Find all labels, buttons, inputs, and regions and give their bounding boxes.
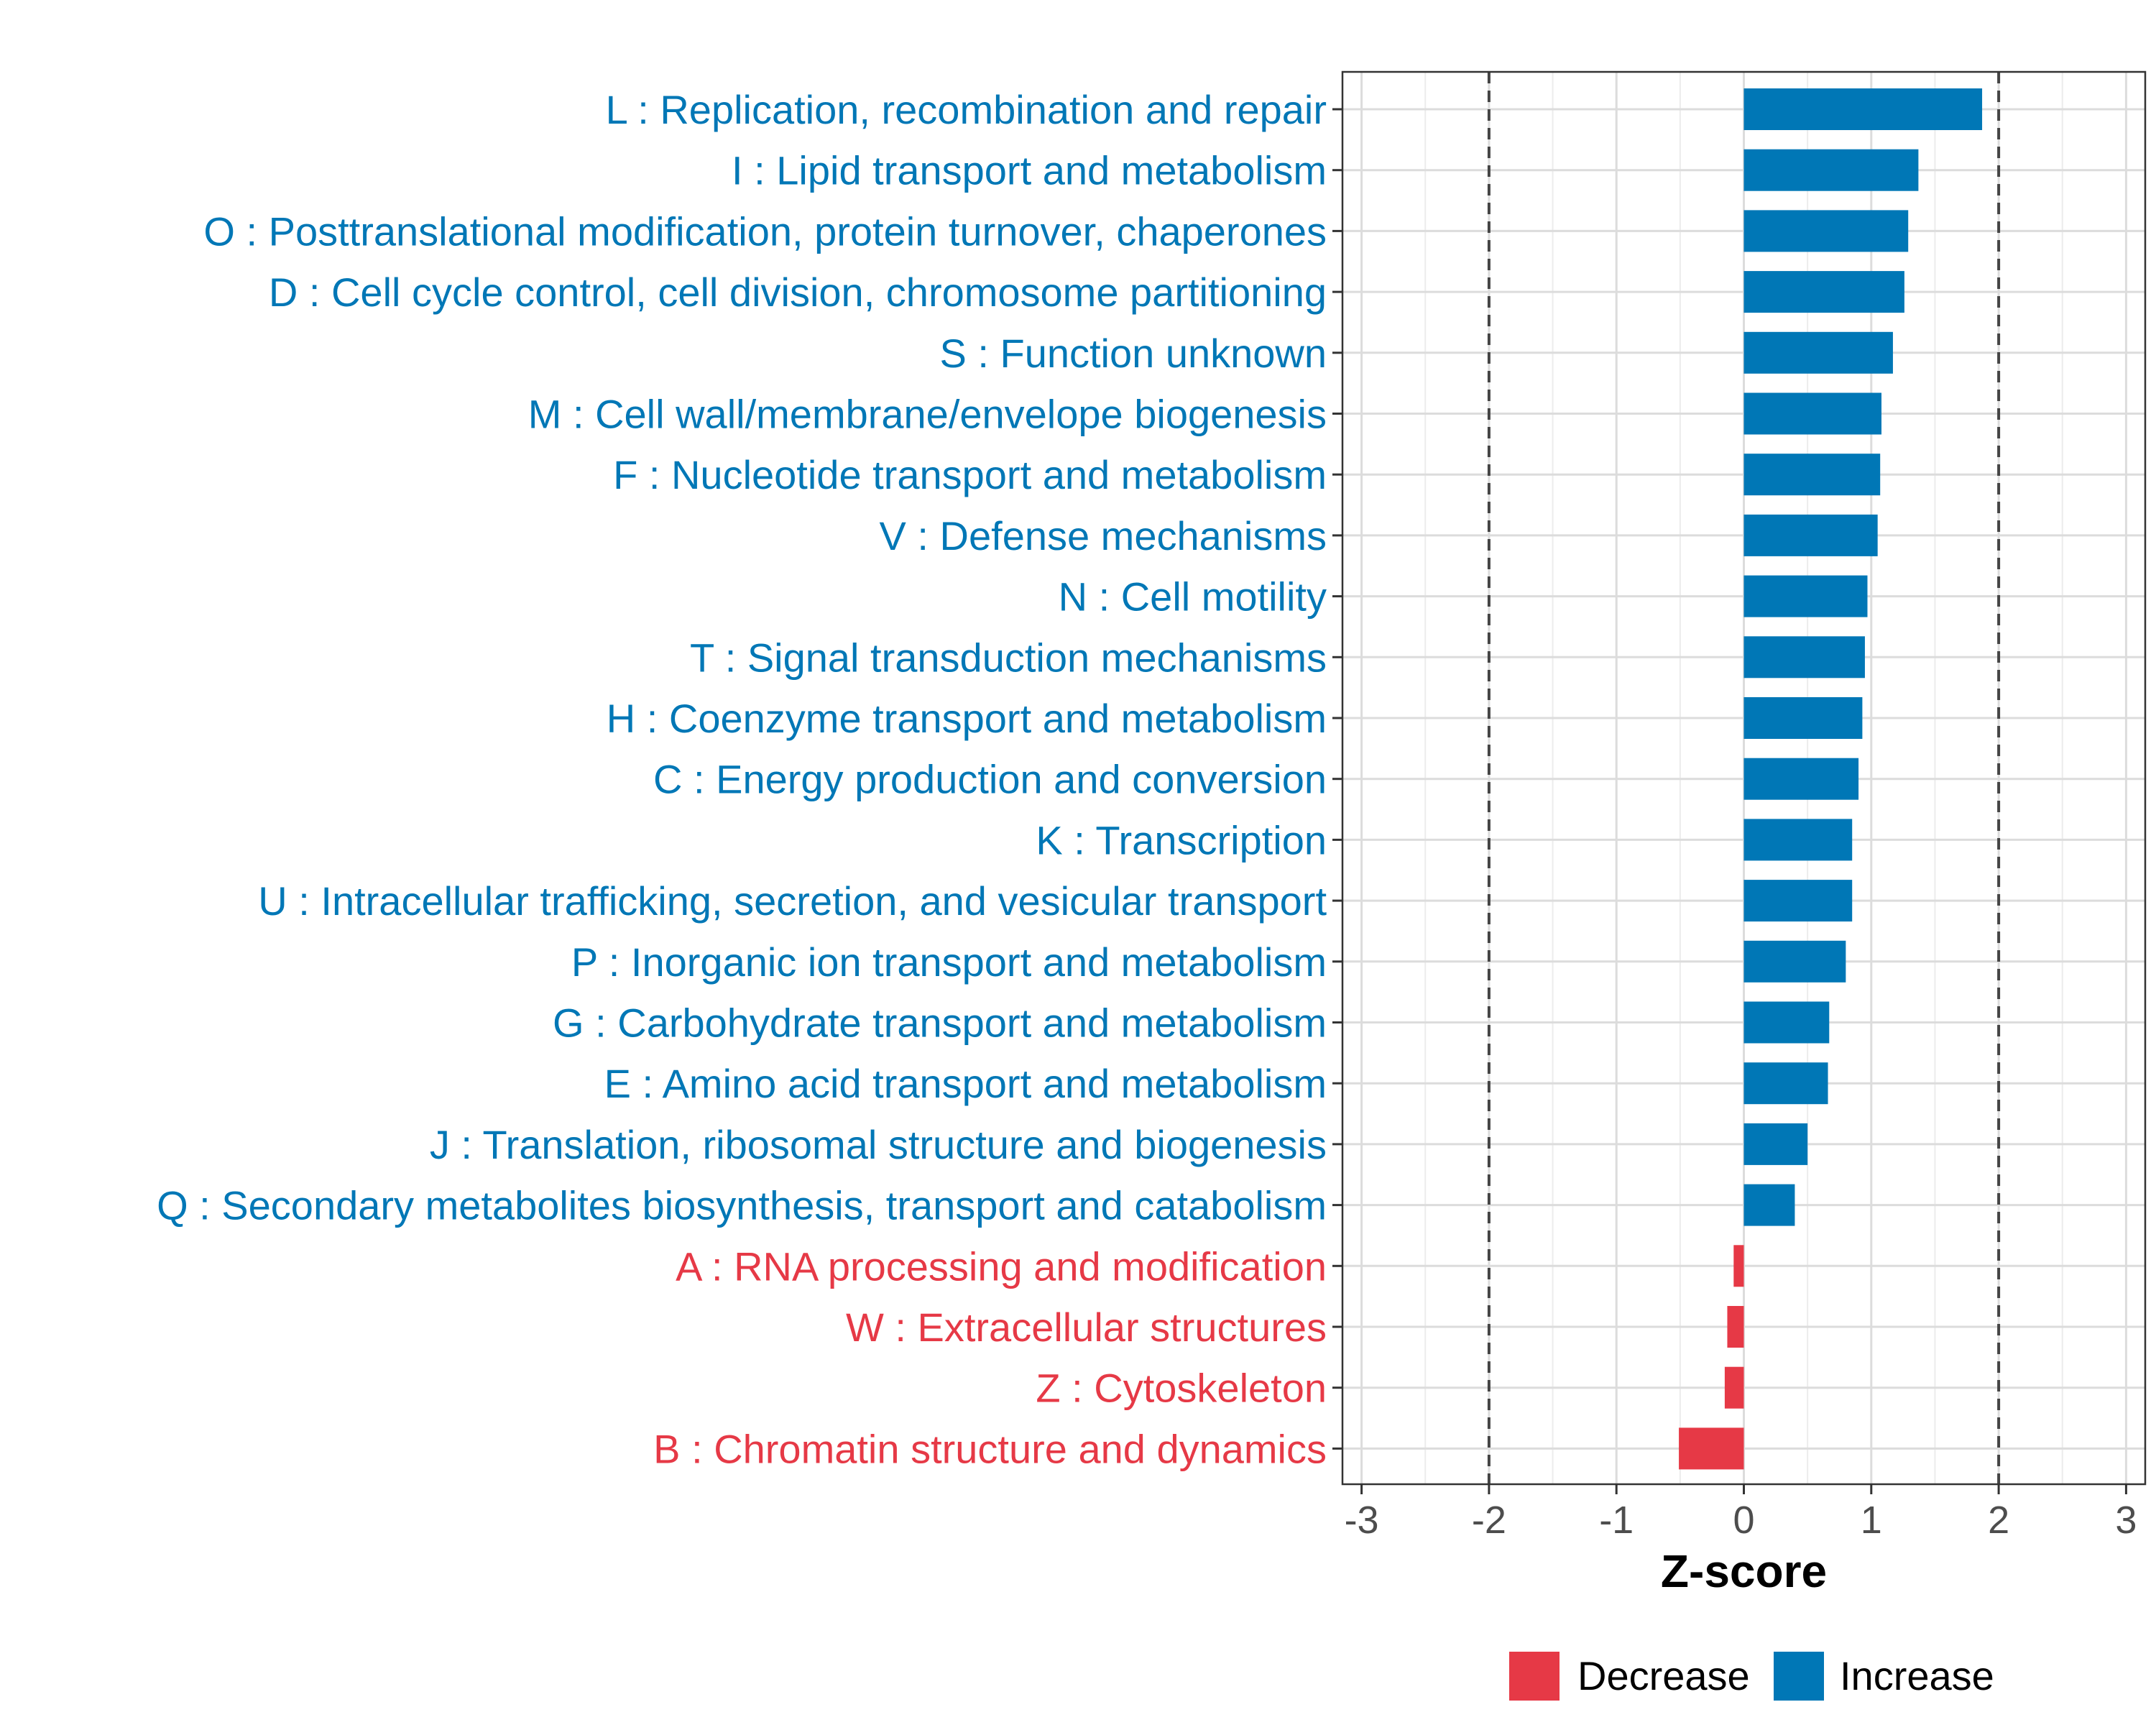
y-axis: L : Replication, recombination and repai… [157, 87, 1342, 1471]
category-label: G : Carbohydrate transport and metabolis… [553, 1000, 1327, 1046]
category-label: C : Energy production and conversion [653, 757, 1327, 802]
bar [1743, 880, 1853, 922]
bar [1743, 636, 1865, 678]
legend-label: Decrease [1577, 1653, 1750, 1698]
x-tick-label: 2 [1988, 1499, 2009, 1542]
bar [1743, 271, 1904, 313]
category-label: P : Inorganic ion transport and metaboli… [571, 939, 1327, 985]
threshold-lines [1487, 72, 2001, 1484]
bar [1743, 454, 1881, 496]
bar [1743, 88, 1983, 130]
legend-label: Increase [1840, 1653, 1994, 1698]
category-label: E : Amino acid transport and metabolism [604, 1061, 1327, 1106]
bar [1743, 210, 1909, 252]
bar [1743, 758, 1859, 800]
category-label: U : Intracellular trafficking, secretion… [258, 878, 1327, 924]
bar [1733, 1245, 1744, 1287]
x-tick-label: 0 [1733, 1499, 1754, 1542]
x-tick-label: 1 [1861, 1499, 1882, 1542]
category-label: L : Replication, recombination and repai… [606, 87, 1327, 132]
bar [1743, 819, 1853, 861]
legend-key [1774, 1652, 1824, 1701]
category-label: A : RNA processing and modification [676, 1243, 1327, 1289]
bar [1679, 1427, 1744, 1470]
x-axis: -3 -2 -1 0 1 2 3 [1345, 1484, 2137, 1542]
category-label: K : Transcription [1036, 817, 1327, 862]
category-label: S : Function unknown [939, 331, 1327, 376]
bar [1743, 331, 1893, 374]
category-label: I : Lipid transport and metabolism [732, 148, 1327, 193]
bar [1743, 1123, 1808, 1165]
bar [1743, 697, 1863, 739]
category-label: F : Nucleotide transport and metabolism [613, 452, 1327, 497]
category-label: J : Translation, ribosomal structure and… [430, 1122, 1327, 1167]
bar [1743, 149, 1919, 191]
bar [1743, 392, 1881, 435]
category-label: Z : Cytoskeleton [1036, 1366, 1327, 1411]
bar [1743, 575, 1868, 617]
x-tick-label: -2 [1472, 1499, 1506, 1542]
x-tick-label: -3 [1345, 1499, 1379, 1542]
x-tick-label: 3 [2115, 1499, 2137, 1542]
category-label: V : Defense mechanisms [880, 513, 1327, 558]
category-label: N : Cell motility [1059, 574, 1327, 620]
bar [1727, 1306, 1744, 1348]
category-label: T : Signal transduction mechanisms [690, 635, 1327, 680]
category-label: Q : Secondary metabolites biosynthesis, … [157, 1183, 1327, 1228]
bar [1743, 1001, 1830, 1044]
category-label: O : Posttranslational modification, prot… [203, 208, 1327, 254]
category-label: M : Cell wall/membrane/envelope biogenes… [528, 392, 1327, 437]
category-label: H : Coenzyme transport and metabolism [607, 696, 1327, 741]
bar [1724, 1366, 1744, 1409]
bar [1743, 1062, 1828, 1105]
legend-key [1509, 1652, 1560, 1701]
category-label: B : Chromatin structure and dynamics [653, 1426, 1327, 1471]
category-label: W : Extracellular structures [846, 1305, 1327, 1350]
category-label: D : Cell cycle control, cell division, c… [269, 270, 1327, 315]
legend: Decrease Increase [1509, 1652, 1994, 1701]
bar [1743, 1184, 1795, 1226]
x-tick-label: -1 [1599, 1499, 1634, 1542]
x-axis-title: Z-score [1661, 1545, 1827, 1597]
bars [1679, 88, 1983, 1470]
bar [1743, 514, 1878, 556]
bar [1743, 940, 1846, 983]
